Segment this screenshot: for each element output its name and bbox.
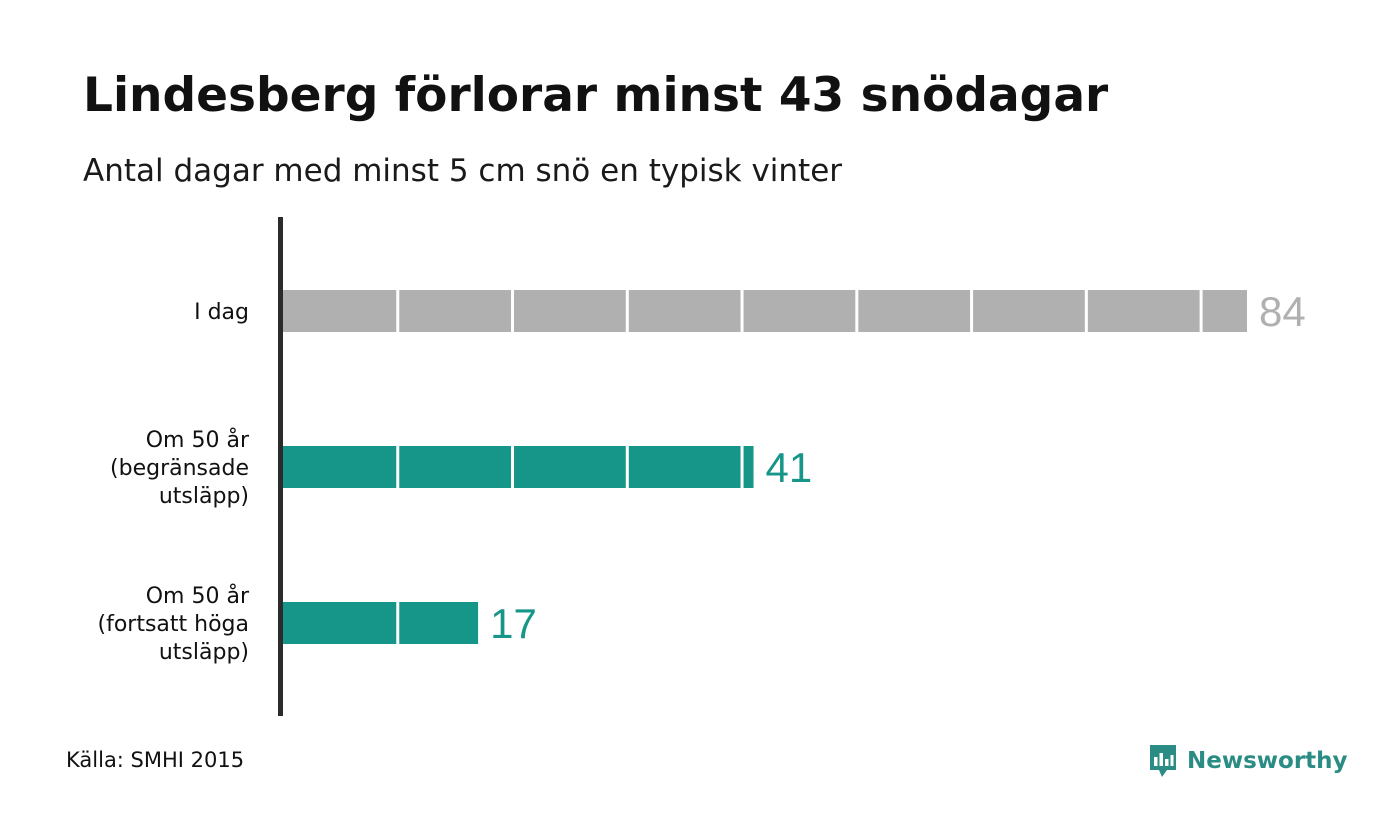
bar-chart: I dag Om 50 år (begränsade utsläpp) Om 50 år… <box>98 217 1306 716</box>
chart-title: Lindesberg förlorar minst 43 snödagar <box>83 68 1109 123</box>
value-label-1: 84 <box>1259 288 1306 335</box>
value-labels: 84 41 17 <box>490 288 1306 647</box>
bar-segment-divider <box>1084 290 1088 332</box>
brand-name: Newsworthy <box>1187 748 1348 774</box>
value-label-3: 17 <box>490 600 537 647</box>
bar-segment-divider <box>740 446 744 488</box>
newsworthy-logo: Newsworthy <box>1148 743 1348 779</box>
category-label-3: Om 50 år (fortsatt höga utsläpp) <box>98 583 250 665</box>
bar-segment-divider <box>625 290 629 332</box>
bar-segment-divider <box>970 290 974 332</box>
category-labels: I dag Om 50 år (begränsade utsläpp) Om 50 år… <box>98 300 250 665</box>
bar-segment-divider <box>740 290 744 332</box>
bar-segment-divider <box>511 290 515 332</box>
bar-3 <box>283 602 479 644</box>
source-note: Källa: SMHI 2015 <box>66 748 245 772</box>
chart-subtitle: Antal dagar med minst 5 cm snö en typisk… <box>83 153 843 189</box>
bar-1 <box>283 290 1247 332</box>
bar-segment-divider <box>396 290 400 332</box>
bars <box>283 290 1247 644</box>
bar-segment-divider <box>511 446 515 488</box>
chart-axis-line <box>278 217 283 716</box>
category-label-1: I dag <box>194 300 249 325</box>
bar-segment-divider <box>855 290 859 332</box>
bar-segment-divider <box>625 446 629 488</box>
bar-2 <box>283 446 754 488</box>
newsworthy-chart-bubble-icon <box>1150 745 1176 777</box>
bar-segment-divider <box>1199 290 1203 332</box>
bar-segment-divider <box>396 602 400 644</box>
value-label-2: 41 <box>766 444 813 491</box>
bar-segment-divider <box>396 446 400 488</box>
category-label-2: Om 50 år (begränsade utsläpp) <box>110 427 250 509</box>
